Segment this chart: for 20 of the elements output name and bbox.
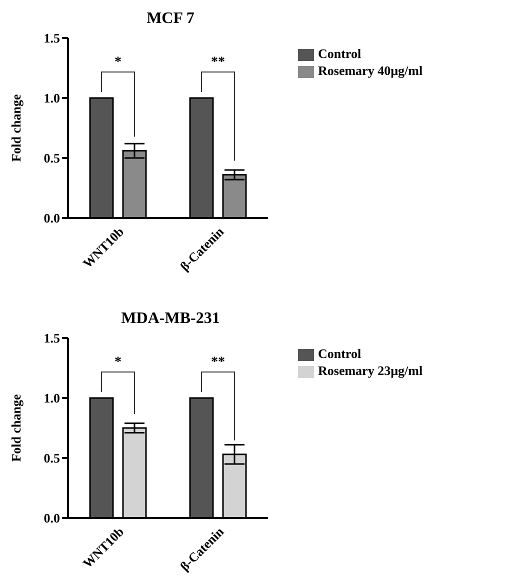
y-tick-label: 0.5 [44,150,60,166]
y-axis-title: Fold change [8,394,24,462]
legend-label: Rosemary 40µg/ml [318,63,423,78]
legend-label: Rosemary 23µg/ml [318,363,423,378]
y-tick-label: 1.0 [44,90,60,106]
y-tick-label: 1.5 [44,30,60,46]
chart-title: MDA-MB-231 [120,310,221,328]
annotation: ** [211,55,225,70]
y-tick-label: 0.0 [44,510,60,526]
y-tick-label: 1.5 [44,330,60,346]
annotation: ** [211,355,225,370]
y-tick-label: 1.0 [44,390,60,406]
y-axis-title: Fold change [8,94,24,162]
legend-label: Control [318,346,362,361]
y-tick-label: 0.0 [44,210,60,226]
chart-title: MCF 7 [146,10,196,28]
annotation: * [114,55,122,70]
legend-label: Control [318,46,362,61]
annotation: * [114,355,122,370]
y-tick-label: 0.5 [44,450,60,466]
